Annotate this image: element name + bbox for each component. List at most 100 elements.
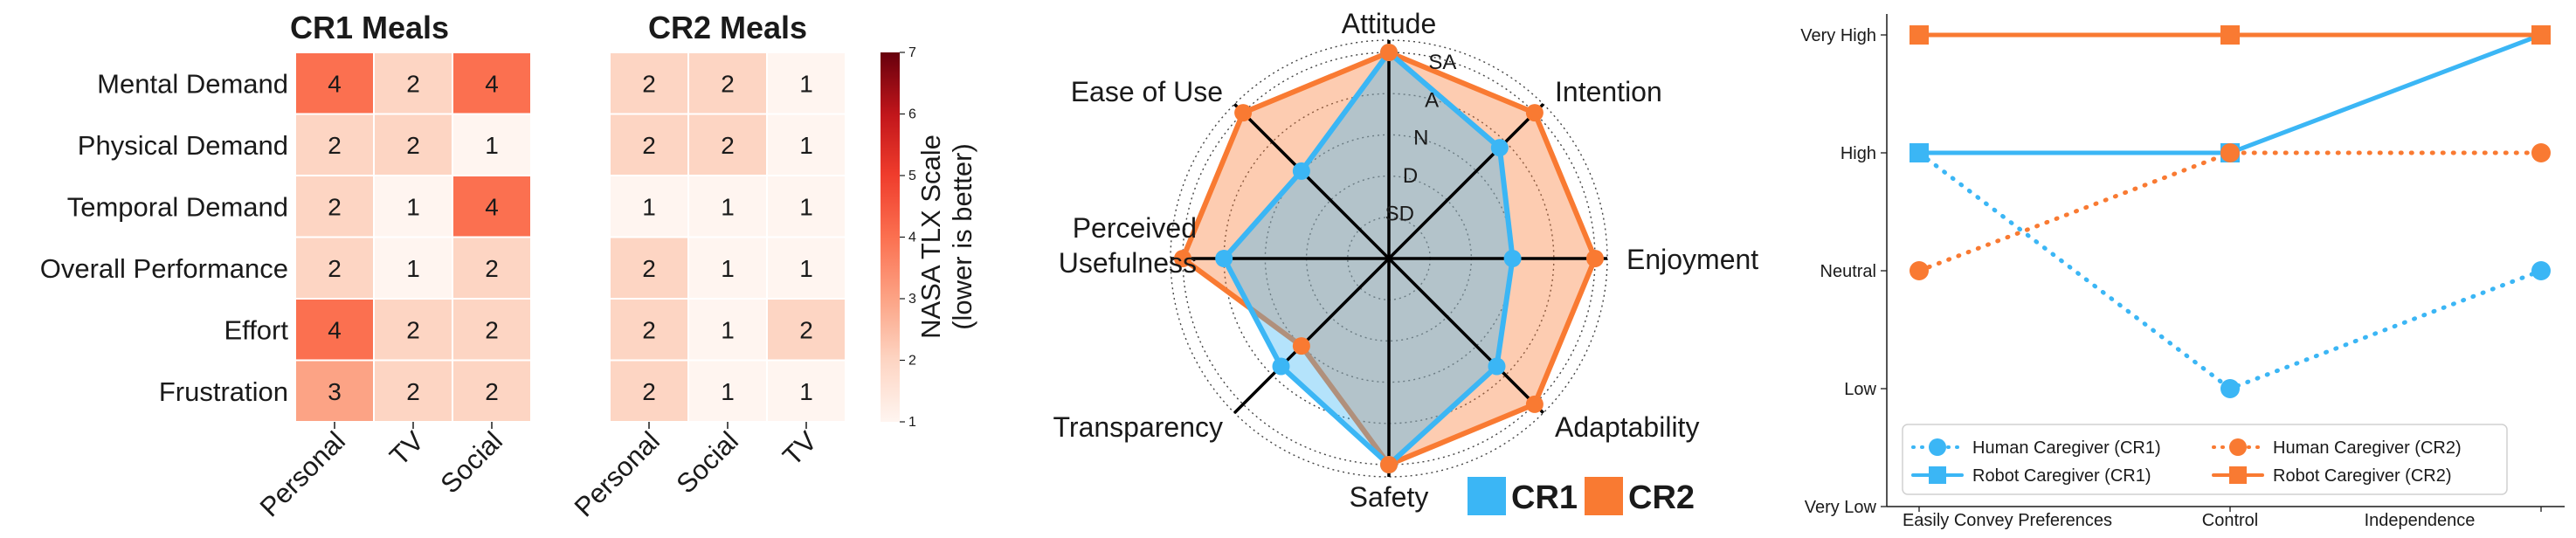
radar-axis-label-ease-of-use: Ease of Use: [1071, 76, 1223, 107]
legend-marker-robot-caregiver-cr1: [1929, 466, 1946, 484]
heatmap-column-label-tv: TV: [383, 425, 430, 472]
heatmap-cell-value: 1: [721, 378, 735, 405]
heatmap-cell: [766, 113, 846, 176]
radar-axis-label-attitude: Attitude: [1342, 8, 1437, 39]
radar-level-label: D: [1403, 164, 1418, 188]
line-point-robot-caregiver-cr1: [1910, 143, 1929, 162]
radar-point-cr2: [1380, 44, 1398, 61]
colorbar-tick-label: 4: [908, 231, 916, 245]
heatmap-cell: [687, 175, 768, 238]
heatmap-cell-value: 2: [406, 316, 420, 343]
heatmap-cr1: CR1 Meals 4 2 4 2 2 1 2 1 4 2 1 2 4 2 2 3 2 2 Mental Deman…: [40, 10, 532, 522]
line-point-human-caregiver-cr1: [2220, 379, 2240, 398]
heatmap-cell-value: 2: [642, 70, 656, 97]
radar-point-cr1: [1490, 139, 1509, 157]
radar-point-cr2: [1174, 250, 1191, 267]
line-chart-y-tick-label-high: High: [1840, 144, 1876, 163]
heatmap-cell-value: 1: [721, 193, 735, 220]
radar-axis-label-enjoyment: Enjoyment: [1626, 244, 1758, 275]
line-point-robot-caregiver-cr2: [2220, 25, 2240, 45]
colorbar: NASA TLX Scale (lower is better) 1 2 3 4 5 6 7: [881, 45, 977, 430]
heatmap-cell-value: 1: [799, 132, 813, 159]
heatmap-cell: [687, 236, 768, 300]
heatmap-cell: [373, 359, 453, 423]
heatmap-cr2-title: CR2 Meals: [648, 10, 807, 45]
line-chart-y-tick-label-very-high: Very High: [1800, 26, 1876, 45]
radar-point-cr2: [1525, 104, 1544, 122]
heatmap-column-label-social: Social: [670, 425, 743, 499]
heatmap-cell-value: 2: [721, 70, 735, 97]
heatmap-cell-value: 2: [406, 70, 420, 97]
heatmap-cell-value: 1: [799, 70, 813, 97]
heatmap-cell-value: 1: [799, 255, 813, 282]
heatmap-cell: [609, 113, 689, 176]
heatmap-cell: [452, 359, 532, 423]
heatmap-column-label-social: Social: [434, 425, 508, 499]
line-point-robot-caregiver-cr2: [2531, 25, 2551, 45]
heatmap-cell-value: 2: [799, 316, 813, 343]
line-point-human-caregiver-cr2: [2531, 143, 2551, 162]
heatmap-cell: [609, 175, 689, 238]
line-chart: Very Low Low Neutral High Very High Easily Co…: [1800, 14, 2565, 530]
heatmap-cell-value: 1: [406, 255, 420, 282]
heatmap-cell-value: 1: [799, 193, 813, 220]
heatmap-cell: [766, 359, 846, 423]
heatmap-cell-value: 2: [642, 316, 656, 343]
radar-point-cr1: [1292, 162, 1310, 180]
radar-legend-swatch-cr2: [1585, 477, 1623, 515]
radar-level-label: SA: [1428, 51, 1456, 74]
heatmap-cell-value: 4: [328, 70, 342, 97]
radar-spoke: [1387, 257, 1545, 415]
radar-point-cr2: [1234, 104, 1253, 122]
heatmap-cell-value: 1: [799, 378, 813, 405]
radar-legend-swatch-cr1: [1468, 477, 1506, 515]
radar-point-cr2: [1586, 250, 1604, 267]
heatmap-cell-value: 4: [485, 70, 499, 97]
heatmap-cell: [766, 175, 846, 238]
heatmap-cell-value: 2: [406, 378, 420, 405]
heatmap-cell: [373, 52, 453, 115]
radar-point-cr1: [1503, 250, 1522, 267]
heatmap-cell-value: 3: [328, 378, 342, 405]
heatmap-cell-value: 2: [485, 378, 499, 405]
line-chart-y-tick-label-low: Low: [1844, 380, 1876, 399]
line-chart-legend: Human Caregiver (CR1) Human Caregiver (CR…: [1902, 424, 2508, 495]
heatmap-cell-value: 1: [642, 193, 656, 220]
radar-point-cr1: [1215, 250, 1233, 267]
legend-marker-human-caregiver-cr1: [1929, 438, 1946, 456]
line-chart-y-tick-label-very-low: Very Low: [1805, 498, 1877, 517]
line-point-human-caregiver-cr2: [2220, 143, 2240, 162]
radar-level-label: SD: [1385, 203, 1414, 226]
colorbar-tick-label: 3: [908, 292, 916, 307]
colorbar-tick-label: 1: [908, 415, 916, 430]
colorbar-tick-label: 7: [908, 45, 916, 60]
heatmap-cell-value: 2: [721, 132, 735, 159]
heatmap-cell: [609, 298, 689, 362]
heatmap-row-label-temporal-demand: Temporal Demand: [67, 191, 288, 222]
colorbar-tick-label: 5: [908, 169, 916, 183]
legend-label-robot-caregiver-cr2: Robot Caregiver (CR2): [2273, 466, 2452, 486]
heatmap-cell: [452, 236, 532, 300]
radar-level-label: A: [1425, 88, 1439, 112]
line-point-human-caregiver-cr1: [2531, 261, 2551, 280]
heatmap-cell: [687, 113, 768, 176]
line-series-human-caregiver-cr2: [1916, 150, 2544, 273]
heatmap-cell: [452, 113, 532, 176]
heatmap-row-label-physical-demand: Physical Demand: [78, 130, 288, 161]
line-chart-x-tick-label-easily-convey-preferences: Easily Convey Preferences: [1903, 511, 2112, 530]
legend-label-human-caregiver-cr2: Human Caregiver (CR2): [2273, 438, 2462, 458]
radar-point-cr2: [1525, 395, 1544, 413]
radar-axis-label-perceived-usefulness: Perceived Usefulness: [1059, 212, 1197, 279]
heatmap-cell-value: 2: [406, 132, 420, 159]
heatmap-cell: [294, 359, 375, 423]
radar-point-cr1: [1488, 357, 1506, 376]
line-chart-y-tick-label-neutral: Neutral: [1820, 262, 1876, 281]
line-chart-legend-box: [1902, 424, 2508, 495]
colorbar-tick-label: 6: [908, 107, 916, 122]
line-chart-x-tick-label-independence: Independence: [2365, 511, 2476, 530]
radar-axis-label-transparency: Transparency: [1053, 411, 1223, 443]
heatmap-cell-value: 2: [328, 132, 342, 159]
heatmap-row-label-effort: Effort: [224, 314, 288, 345]
heatmap-row-label-frustration: Frustration: [159, 376, 288, 407]
